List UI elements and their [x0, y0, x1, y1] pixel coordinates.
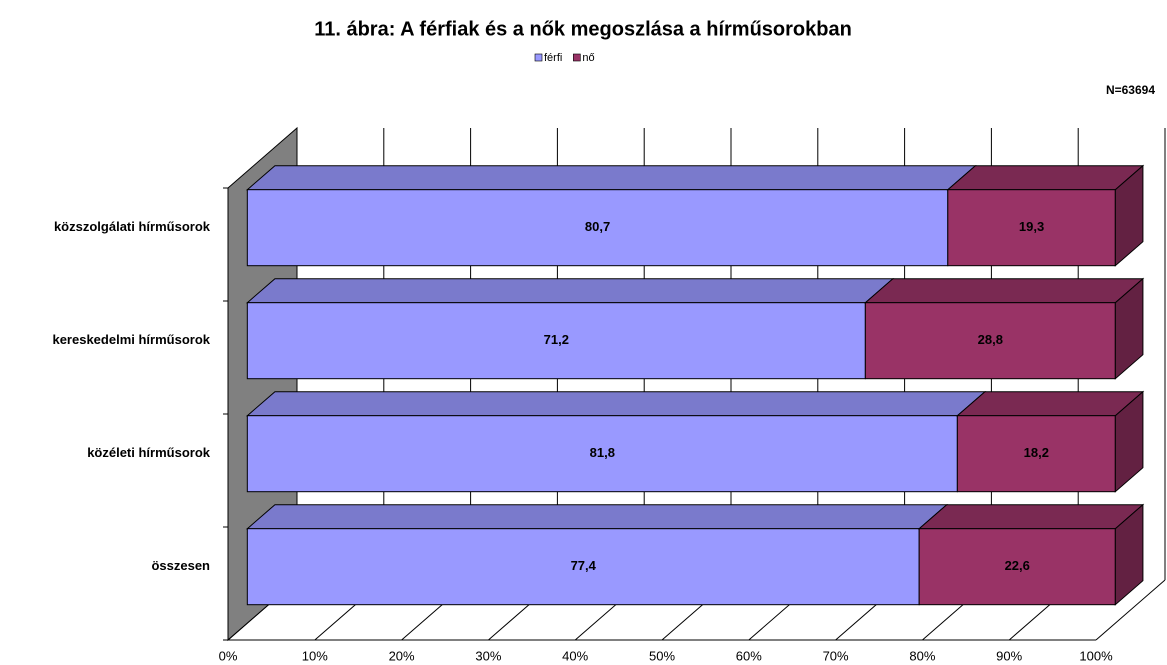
bar-side: [1114, 164, 1144, 267]
x-tick-label: 10%: [302, 648, 328, 663]
data-label: 22,6: [1005, 558, 1030, 573]
data-label: 28,8: [978, 332, 1003, 347]
y-tick-label: összesen: [151, 558, 210, 573]
bar: [246, 415, 958, 493]
x-tick-label: 90%: [996, 648, 1022, 663]
bar-side: [1114, 390, 1144, 493]
data-label: 80,7: [585, 219, 610, 234]
bar-top: [946, 165, 1145, 191]
bar: [956, 415, 1116, 493]
floor-line: [1095, 579, 1166, 641]
bar-top: [245, 278, 895, 304]
bar-top: [245, 504, 949, 530]
bar: [246, 528, 920, 606]
legend-swatch: [573, 53, 581, 62]
data-label: 19,3: [1019, 219, 1044, 234]
bar-top: [245, 391, 987, 417]
bar: [947, 189, 1116, 267]
bar-side: [1114, 503, 1144, 606]
annotation: N=63694: [1106, 83, 1155, 97]
data-label: 18,2: [1024, 445, 1049, 460]
legend-label: férfi: [544, 52, 562, 64]
x-tick-label: 30%: [475, 648, 501, 663]
x-tick-label: 70%: [823, 648, 849, 663]
bar-top: [245, 165, 977, 191]
x-tick-label: 40%: [562, 648, 588, 663]
x-tick-label: 80%: [909, 648, 935, 663]
data-label: 81,8: [590, 445, 615, 460]
x-tick-label: 50%: [649, 648, 675, 663]
bar-top: [917, 504, 1145, 530]
bar-top: [956, 391, 1145, 417]
legend-swatch: [534, 53, 543, 62]
chart-title: 11. ábra: A férfiak és a nők megoszlása …: [314, 18, 852, 40]
bar: [246, 302, 866, 380]
y-tick-label: kereskedelmi hírműsorok: [52, 332, 210, 347]
y-tick-label: közéleti hírműsorok: [87, 445, 211, 460]
bar: [246, 189, 949, 267]
x-tick-label: 20%: [389, 648, 415, 663]
x-tick-label: 100%: [1079, 648, 1113, 663]
legend-label: nő: [582, 52, 594, 64]
bar-side: [1114, 277, 1144, 380]
x-tick-label: 0%: [219, 648, 238, 663]
bar-top: [863, 278, 1145, 304]
data-label: 71,2: [544, 332, 569, 347]
bar: [918, 528, 1116, 606]
data-label: 77,4: [571, 558, 597, 573]
y-tick-label: közszolgálati hírműsorok: [54, 219, 211, 234]
x-tick-label: 60%: [736, 648, 762, 663]
